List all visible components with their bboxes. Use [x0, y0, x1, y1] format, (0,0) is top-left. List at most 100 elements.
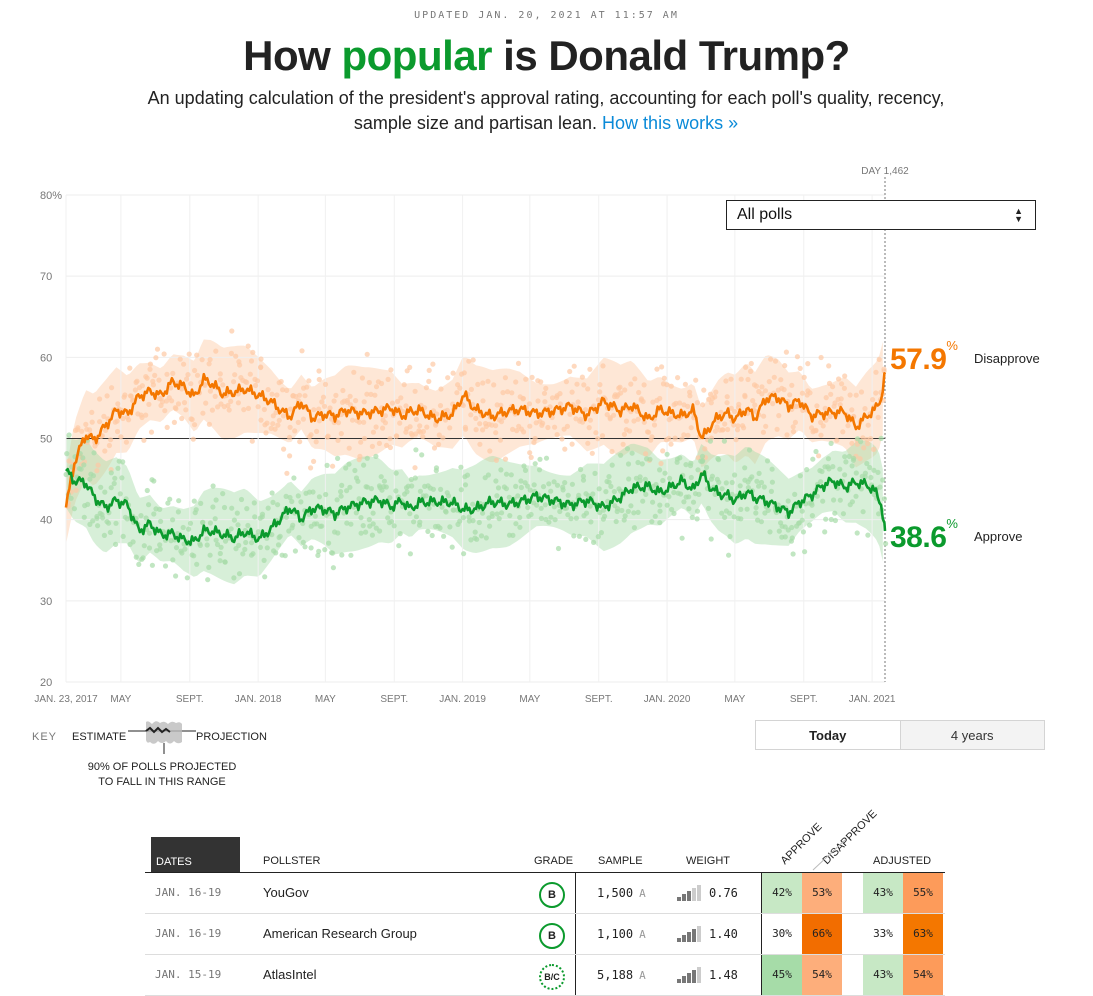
approve-poll-dot [650, 499, 656, 505]
disapprove-poll-dot [792, 419, 799, 425]
disapprove-poll-dot [722, 421, 728, 427]
disapprove-poll-dot [557, 401, 564, 407]
approve-poll-dot [344, 520, 350, 526]
disapprove-poll-dot [641, 382, 647, 388]
approve-poll-dot [820, 498, 826, 504]
approve-poll-dot [865, 532, 871, 538]
today-button[interactable]: Today [756, 721, 900, 749]
approve-poll-dot [458, 464, 464, 470]
approve-poll-dot [876, 511, 882, 517]
disapprove-poll-dot [330, 463, 336, 469]
disapprove-poll-dot [276, 417, 282, 423]
approve-poll-dot [578, 466, 584, 473]
approve-poll-dot [826, 466, 832, 472]
disapprove-poll-dot [286, 434, 293, 440]
disapprove-poll-dot [385, 376, 391, 382]
disapprove-poll-dot [361, 399, 367, 405]
approve-poll-dot [853, 493, 859, 499]
disapprove-poll-dot [296, 392, 303, 398]
approve-value: 38.6% [890, 516, 958, 554]
approve-poll-dot [71, 506, 77, 512]
disapprove-poll-dot [356, 419, 362, 425]
approve-poll-dot [664, 451, 670, 457]
pollster-header[interactable]: POLLSTER [263, 855, 321, 867]
weight-bar [677, 979, 681, 983]
disapprove-poll-dot [748, 360, 754, 367]
approve-poll-dot [187, 520, 194, 526]
approve-poll-dot [64, 451, 70, 457]
disapprove-poll-dot [314, 428, 320, 434]
approve-poll-dot [832, 510, 838, 516]
disapprove-poll-dot [299, 348, 305, 354]
approve-poll-dot [119, 475, 125, 481]
approve-poll-dot [666, 494, 672, 500]
approve-poll-dot [707, 438, 714, 444]
disapprove-poll-dot [836, 376, 842, 382]
disapprove-poll-dot [675, 375, 681, 381]
approve-poll-dot [283, 514, 289, 520]
approve-poll-dot [347, 484, 353, 490]
disapprove-poll-dot [682, 381, 689, 387]
weight-bar [697, 885, 701, 901]
disapprove-poll-dot [595, 436, 601, 442]
disapprove-poll-dot [509, 426, 516, 432]
disapprove-poll-dot [400, 408, 406, 414]
approve-poll-dot [353, 510, 359, 516]
approve-poll-dot [629, 450, 635, 456]
disapprove-poll-dot [322, 381, 329, 387]
approve-poll-dot [494, 511, 500, 517]
disapprove-poll-dot [782, 363, 788, 369]
disapprove-poll-dot [412, 465, 418, 471]
disapprove-poll-dot [693, 377, 699, 383]
approve-poll-dot [807, 522, 813, 528]
weight-bar [687, 932, 691, 942]
approve-poll-dot [557, 508, 563, 515]
approve-poll-dot [489, 513, 495, 519]
approve-poll-dot [667, 475, 673, 481]
approve-poll-dot [571, 533, 577, 539]
approve-poll-dot [842, 472, 848, 478]
approve-poll-dot [785, 498, 791, 504]
approve-poll-dot [609, 462, 615, 468]
disapprove-poll-dot [438, 386, 444, 392]
weight-header[interactable]: WEIGHT [686, 855, 730, 867]
approve-poll-dot [631, 525, 638, 531]
dates-header[interactable]: DATES [151, 837, 240, 872]
disapprove-poll-dot [589, 450, 595, 456]
disapprove-cell: 53% [802, 873, 842, 913]
approve-poll-dot [832, 517, 839, 524]
approve-poll-dot [813, 448, 819, 455]
approve-poll-dot [737, 483, 743, 489]
approve-poll-dot [323, 491, 329, 498]
disapprove-poll-dot [387, 436, 393, 442]
approve-poll-dot [554, 482, 561, 488]
disapprove-label: Disapprove [974, 351, 1040, 366]
poll-filter-select[interactable]: All polls ▲ ▼ [726, 200, 1036, 230]
disapprove-poll-dot [258, 356, 264, 362]
disapprove-poll-dot [154, 346, 161, 352]
disapprove-poll-dot [278, 378, 284, 385]
approve-poll-dot [560, 487, 566, 493]
disapprove-poll-dot [440, 435, 446, 441]
disapprove-poll-dot [253, 382, 259, 389]
how-this-works-link[interactable]: How this works » [602, 113, 739, 133]
four-years-button[interactable]: 4 years [899, 721, 1044, 749]
approve-poll-dot [218, 544, 224, 550]
approve-poll-dot [603, 489, 609, 495]
approve-poll-dot [678, 491, 684, 497]
approve-poll-dot [460, 515, 466, 521]
range-toggle[interactable]: Today 4 years [755, 720, 1045, 750]
title-prefix: How [243, 32, 342, 79]
disapprove-poll-dot [498, 402, 504, 408]
disapprove-poll-dot [83, 421, 89, 427]
approve-poll-dot [315, 552, 321, 558]
y-tick-label: 20 [40, 677, 52, 689]
sample-header[interactable]: SAMPLE [598, 855, 643, 867]
approve-poll-dot [404, 489, 410, 495]
approve-poll-dot [80, 455, 86, 461]
grade-header[interactable]: GRADE [534, 855, 574, 867]
approve-poll-dot [319, 523, 325, 529]
weight-bar [692, 970, 696, 983]
disapprove-poll-dot [814, 403, 820, 409]
row-pollster: AtlasIntel [263, 967, 317, 982]
